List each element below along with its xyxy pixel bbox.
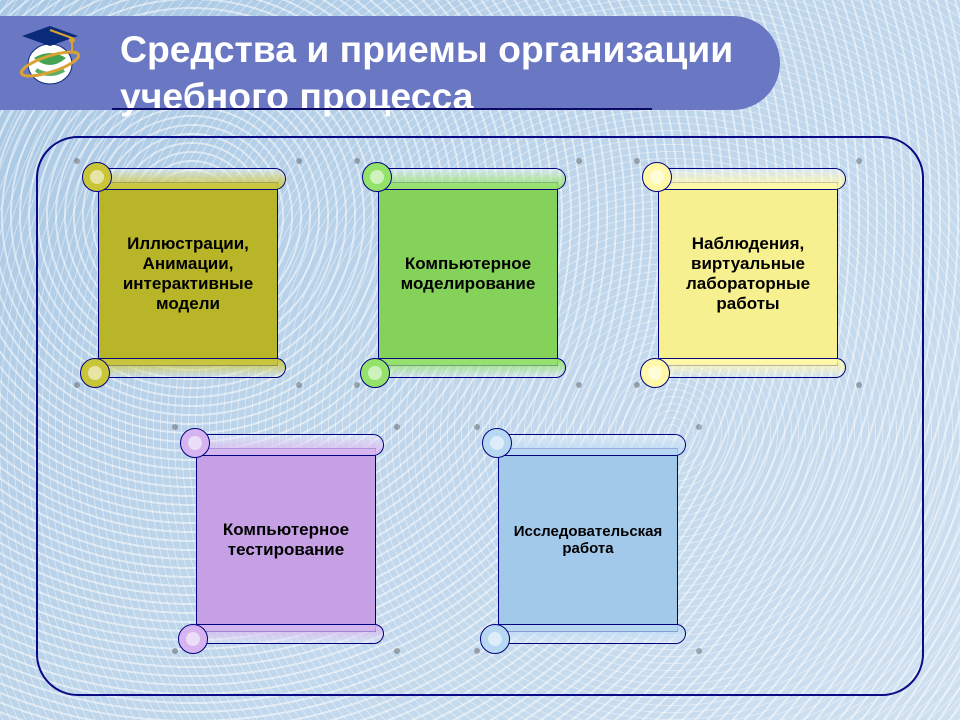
placeholder-dot: [576, 382, 582, 388]
scroll-curl-icon: [360, 358, 390, 388]
placeholder-dot: [354, 382, 360, 388]
placeholder-dot: [696, 424, 702, 430]
scroll-curl-icon: [180, 428, 210, 458]
scroll-modeling: Компьютерное моделирование: [360, 164, 570, 384]
scroll-label: Компьютерное моделирование: [378, 182, 558, 366]
scroll-curl-icon: [640, 358, 670, 388]
scroll-curl-icon: [362, 162, 392, 192]
placeholder-dot: [576, 158, 582, 164]
scroll-top-roll: [192, 434, 384, 456]
placeholder-dot: [474, 424, 480, 430]
scroll-bottom-roll: [650, 358, 847, 378]
title-underline: [112, 108, 652, 110]
scroll-label: Исследовательская работа: [498, 448, 678, 632]
scroll-top-roll: [654, 168, 846, 190]
placeholder-dot: [354, 158, 360, 164]
slide-title: Средства и приемы организации учебного п…: [120, 26, 740, 119]
scroll-label: Наблюдения, виртуальные лабораторные раб…: [658, 182, 838, 366]
scroll-curl-icon: [482, 428, 512, 458]
placeholder-dot: [634, 158, 640, 164]
placeholder-dot: [296, 158, 302, 164]
scroll-illustrations: Иллюстрации, Анимации, интерактивные мод…: [80, 164, 290, 384]
scroll-curl-icon: [82, 162, 112, 192]
scroll-curl-icon: [480, 624, 510, 654]
placeholder-dot: [172, 648, 178, 654]
scroll-bottom-roll: [188, 624, 385, 644]
placeholder-dot: [634, 382, 640, 388]
placeholder-dot: [74, 158, 80, 164]
scroll-top-roll: [494, 434, 686, 456]
placeholder-dot: [74, 382, 80, 388]
scroll-label: Компьютерное тестирование: [196, 448, 376, 632]
scroll-bottom-roll: [90, 358, 287, 378]
placeholder-dot: [172, 424, 178, 430]
placeholder-dot: [296, 382, 302, 388]
scroll-curl-icon: [642, 162, 672, 192]
placeholder-dot: [474, 648, 480, 654]
scroll-bottom-roll: [490, 624, 687, 644]
graduation-globe-icon: [14, 18, 86, 90]
placeholder-dot: [394, 648, 400, 654]
placeholder-dot: [696, 648, 702, 654]
scroll-top-roll: [94, 168, 286, 190]
scroll-testing: Компьютерное тестирование: [178, 430, 388, 650]
scroll-label: Иллюстрации, Анимации, интерактивные мод…: [98, 182, 278, 366]
scroll-observation: Наблюдения, виртуальные лабораторные раб…: [640, 164, 850, 384]
scroll-research: Исследовательская работа: [480, 430, 690, 650]
placeholder-dot: [394, 424, 400, 430]
scroll-bottom-roll: [370, 358, 567, 378]
placeholder-dot: [856, 158, 862, 164]
scroll-curl-icon: [178, 624, 208, 654]
scroll-top-roll: [374, 168, 566, 190]
placeholder-dot: [856, 382, 862, 388]
scroll-curl-icon: [80, 358, 110, 388]
